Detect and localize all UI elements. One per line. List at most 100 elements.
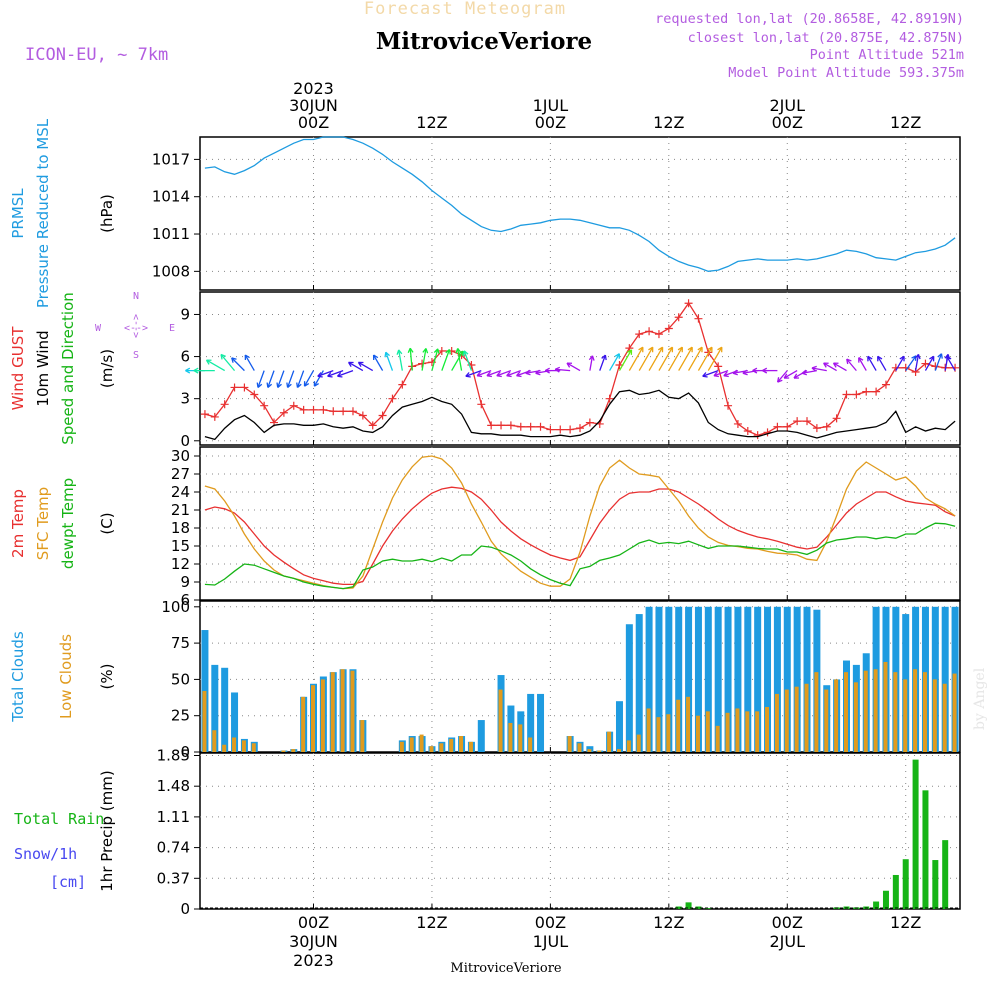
wind-arrow-head: [337, 375, 343, 378]
series-marker: [664, 324, 673, 333]
bar: [429, 746, 434, 752]
compass-rose: N S W E <--> <-->: [95, 291, 175, 361]
panel-label: dewpt Temp: [59, 478, 77, 569]
bar: [902, 859, 909, 909]
panel-label: Total Clouds: [9, 631, 27, 723]
bar: [468, 741, 473, 752]
wind-arrow-shaft: [811, 367, 827, 372]
series-marker: [526, 422, 535, 431]
bar: [676, 699, 681, 752]
wind-arrow-head: [723, 375, 729, 378]
wind-arrow-head: [433, 348, 439, 353]
bar: [735, 708, 740, 752]
wind-arrow-head: [554, 368, 560, 373]
wind-arrow-head: [811, 367, 817, 372]
wind-arrow-head: [327, 375, 333, 378]
wind-arrow-head: [448, 349, 451, 355]
bar: [340, 669, 345, 752]
series-marker: [684, 299, 693, 308]
wind-arrow-head: [677, 346, 683, 351]
wind-arrow: [303, 370, 315, 387]
wind-arrow-head: [256, 382, 259, 388]
panel-label: Snow/1h: [14, 845, 77, 863]
bar: [221, 667, 229, 752]
panel-frame: [199, 752, 961, 910]
wind-arrow: [276, 370, 285, 389]
wind-arrow-shaft: [421, 348, 427, 371]
bar: [635, 614, 643, 752]
wind-arrow: [317, 369, 334, 378]
series-marker: [487, 421, 496, 430]
wind-arrow: [286, 370, 295, 389]
y-tick-label: 100: [161, 598, 190, 616]
series-marker: [250, 390, 259, 399]
chart-title: Forecast Meteogram: [364, 0, 566, 19]
wind-arrow-head: [486, 375, 492, 378]
wind-arrow-head: [462, 350, 465, 356]
wind-arrow-head: [525, 369, 531, 374]
wind-arrow-head: [867, 355, 873, 360]
bar: [626, 740, 631, 752]
y-tick-label: 1017: [152, 150, 190, 168]
y-tick-label: 50: [171, 670, 190, 688]
panel-pressure: 1008 1011 1014 1017 (hPa) PRMSL Pressure Reduc…: [9, 118, 961, 308]
wind-arrow-head: [422, 348, 427, 353]
wind-arrow-head: [811, 365, 817, 369]
wind-arrow: [895, 355, 905, 371]
y-tick-label: 24: [171, 483, 190, 501]
bottom-time-label: 12Z: [416, 913, 447, 932]
series-marker: [506, 421, 515, 430]
wind-arrow-head: [732, 369, 738, 374]
series-marker: [654, 330, 663, 339]
wind-arrow-shaft: [678, 346, 693, 371]
bar: [409, 737, 414, 752]
bottom-time-label: 2023: [293, 951, 334, 970]
series-marker: [605, 394, 614, 403]
wind-arrow-head: [384, 352, 387, 358]
y-tick-label: 1014: [152, 188, 190, 206]
bar: [932, 679, 937, 752]
wind-arrow-head: [858, 357, 864, 361]
bar: [705, 908, 712, 909]
wind-arrow-head: [614, 353, 620, 357]
wind-arrow: [476, 369, 492, 378]
bar: [704, 606, 712, 752]
bar: [853, 682, 858, 752]
wind-arrow-head: [648, 346, 654, 351]
wind-arrow-shaft: [206, 359, 226, 372]
series-marker: [319, 405, 328, 414]
series-marker: [516, 422, 525, 431]
location-title: MitroviceVeriore: [376, 28, 592, 55]
wind-arrow: [801, 369, 817, 376]
bar: [804, 683, 809, 752]
wind-arrow-shaft: [506, 369, 522, 377]
wind-arrow-shaft: [496, 369, 512, 377]
wind-arrow-shaft: [713, 369, 729, 377]
bar: [913, 669, 918, 752]
wind-arrow-shaft: [846, 358, 857, 372]
wind-arrow: [793, 370, 808, 379]
series-marker: [546, 425, 555, 434]
y-tick-label: 6: [180, 348, 190, 366]
closest-coords: closest lon,lat (20.875E, 42.875N): [688, 30, 964, 46]
bar: [883, 661, 888, 752]
wind-arrow-shaft: [877, 355, 887, 371]
wind-arrow-shaft: [348, 361, 364, 372]
wind-arrow: [668, 346, 683, 371]
bar: [922, 790, 929, 909]
wind-arrow-head: [244, 354, 250, 359]
wind-arrow: [638, 346, 654, 371]
y-tick-label: 6: [180, 591, 190, 609]
wind-arrow-shaft: [220, 354, 236, 372]
wind-arrow: [609, 353, 621, 371]
wind-arrow-head: [697, 346, 703, 351]
wind-arrow-head: [601, 354, 606, 359]
series-marker: [477, 400, 486, 409]
panel-clouds: 0 25 50 75 100 (%) Total Clouds Low Clouds: [9, 598, 961, 761]
bar: [942, 683, 947, 752]
wind-arrow-shaft: [777, 370, 788, 383]
top-time-label: 12Z: [890, 113, 921, 132]
wind-arrow: [697, 346, 713, 371]
